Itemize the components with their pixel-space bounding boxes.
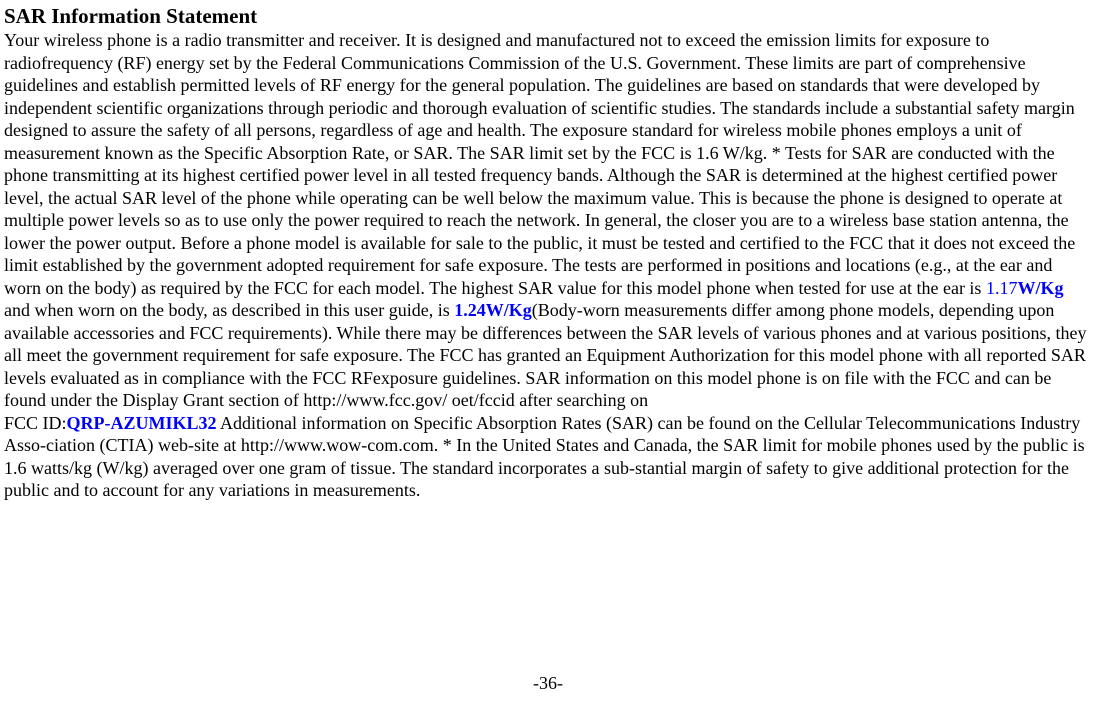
body-paragraph: Your wireless phone is a radio transmitt… [4,29,1092,502]
fcc-id-value: QRP-AZUMIKL32 [67,413,217,433]
sar-body-value: 1.24W/Kg [454,300,532,320]
sar-ear-value: 1.17 [986,278,1018,298]
fcc-id-label: FCC ID: [4,413,67,433]
page-number: -36- [533,673,563,694]
section-heading: SAR Information Statement [4,4,1092,29]
sar-ear-unit: W/Kg [1017,278,1063,298]
document-page: SAR Information Statement Your wireless … [4,4,1092,502]
body-text-2: and when worn on the body, as described … [4,300,454,320]
body-text-1: Your wireless phone is a radio transmitt… [4,30,1075,298]
